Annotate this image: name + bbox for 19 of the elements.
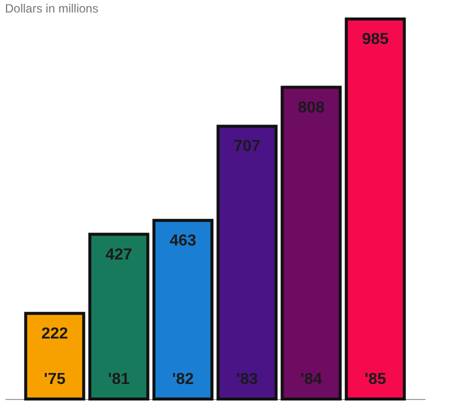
data-label: 808	[298, 99, 325, 116]
x-tick-label: '82	[172, 371, 194, 388]
bar	[24, 312, 86, 400]
data-label: 222	[41, 325, 68, 342]
x-tick-label: '83	[236, 371, 258, 388]
bar	[280, 86, 342, 400]
x-tick-label: '81	[108, 371, 130, 388]
x-tick-label: '75	[44, 371, 66, 388]
data-label: 985	[362, 31, 389, 48]
bar	[344, 18, 406, 400]
x-tick-label: '84	[300, 371, 322, 388]
bar	[88, 232, 150, 400]
bar	[152, 218, 214, 400]
x-tick-label: '85	[364, 371, 386, 388]
data-label: 463	[170, 232, 196, 250]
chart-title: Dollars in millions	[5, 2, 98, 16]
data-label: 427	[105, 246, 132, 264]
bar	[216, 124, 278, 400]
data-label: 707	[234, 138, 261, 156]
